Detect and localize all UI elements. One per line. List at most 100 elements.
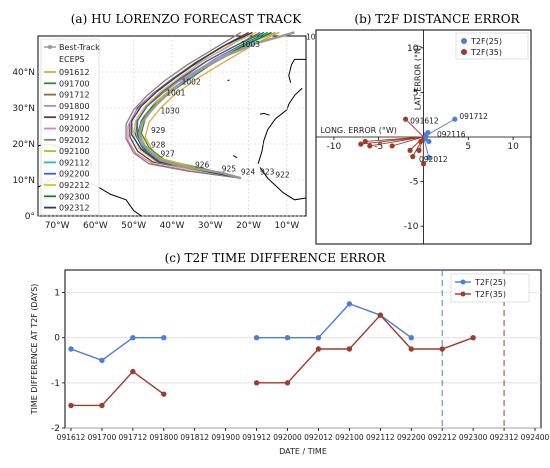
series-point-0-0 <box>68 346 74 352</box>
best-track-label-6: 924 <box>241 168 256 177</box>
line-legend-box <box>450 273 530 303</box>
error-point-1-5 <box>407 147 413 153</box>
scatter-legend-marker-0 <box>461 38 467 44</box>
map-x-tick-5: 20°W <box>236 221 261 231</box>
best-track-label-7: 923 <box>260 168 275 177</box>
coastline-8 <box>233 155 238 159</box>
series-point-0-2 <box>130 335 136 341</box>
best-track-label-0: 1030 <box>161 106 180 115</box>
error-point-0-0 <box>452 116 458 122</box>
line-x-tick-0: 091612 <box>57 433 86 442</box>
series-point-1-8 <box>315 346 322 352</box>
panel-a-map: 70°W 60°W 50°W 40°W 30°W 20°W 10°W 0° 10°N 20°N 30… <box>12 31 325 231</box>
best-track-label-11: 1003 <box>241 40 260 49</box>
scatter-y-tick-3: 10 <box>407 44 419 54</box>
error-point-1-0 <box>402 116 409 122</box>
line-x-tick-11: 092200 <box>397 433 426 442</box>
best-track-line <box>138 31 295 180</box>
series-point-1-9 <box>346 346 353 352</box>
error-point-1-9 <box>418 138 424 145</box>
error-point-1-8 <box>420 161 427 167</box>
track-092012 <box>125 31 242 179</box>
line-legend: T2F(25) T2F(35) <box>450 273 530 303</box>
line-y-tick-1: -1 <box>51 379 60 389</box>
line-legend-marker-0 <box>460 279 466 285</box>
track-092312 <box>131 31 253 179</box>
panel-b-title: (b) T2F DISTANCE ERROR <box>354 12 520 26</box>
best-track-label-10: 1001 <box>166 88 185 97</box>
track-092000 <box>127 31 253 179</box>
scatter-legend-box <box>455 32 529 60</box>
series-point-1-2 <box>130 368 136 375</box>
map-y-tick-4: 40°N <box>12 68 35 78</box>
scatter-y-tick-1: -5 <box>410 178 419 188</box>
series-point-1-1 <box>99 402 105 409</box>
scatter-x-tick-1: -5 <box>374 142 383 152</box>
series-point-0-8 <box>315 335 322 341</box>
line-x-tick-4: 091812 <box>180 433 209 442</box>
series-point-1-0 <box>68 402 74 409</box>
error-vector-1-2 <box>360 136 424 145</box>
legend-label-ensemble: ECEPS <box>59 55 85 64</box>
scatter-x-tick-3: 10 <box>507 142 519 152</box>
line-y-label: TIME DIFFERENCE AT T2F (DAYS) <box>30 284 39 416</box>
error-point-0-2 <box>422 136 428 142</box>
line-y-tick-0: -2 <box>51 424 60 434</box>
series-point-1-7 <box>284 380 291 386</box>
error-vector-1-0 <box>405 118 424 138</box>
line-x-tick-14: 092312 <box>490 433 519 442</box>
series-line-1-0 <box>71 370 165 407</box>
legend-label-091712: 091712 <box>59 91 90 100</box>
series-point-0-6 <box>253 335 260 341</box>
series-point-0-9 <box>346 301 353 307</box>
legend-label-092100: 092100 <box>59 147 90 156</box>
legend-label-092012: 092012 <box>59 136 90 145</box>
map-x-tick-2: 50°W <box>121 221 146 231</box>
error-point-1-4 <box>389 143 395 149</box>
map-y-tick-1: 10°N <box>12 176 35 186</box>
error-point-0-5 <box>423 131 429 137</box>
map-y-tick-3: 30°N <box>12 104 35 114</box>
scatter-point-label-1: 091612 <box>410 117 439 126</box>
coastline-6 <box>259 112 270 116</box>
series-point-0-7 <box>284 335 291 341</box>
scatter-legend: T2F(25) T2F(35) <box>455 32 529 60</box>
panel-a-title: (a) HU LORENZO FORECAST TRACK <box>71 12 303 26</box>
panel-c-title: (c) T2F TIME DIFFERENCE ERROR <box>165 251 387 265</box>
scatter-legend-label-1: T2F(35) <box>470 48 502 57</box>
map-x-tick-1: 60°W <box>83 221 108 231</box>
map-x-tick-0: 70°W <box>45 221 70 231</box>
series-point-0-3 <box>161 335 167 341</box>
line-x-tick-7: 092000 <box>273 433 302 442</box>
line-x-label: DATE / TIME <box>279 447 327 456</box>
best-track-label-9: 1002 <box>182 78 201 87</box>
line-x-tick-5: 091900 <box>211 433 240 442</box>
line-legend-label-0: T2F(25) <box>474 278 506 287</box>
error-point-1-1 <box>362 138 368 145</box>
line-x-tick-2: 091712 <box>119 433 148 442</box>
scatter-y-tick-2: 5 <box>413 88 419 98</box>
legend-label-092200: 092200 <box>59 170 90 179</box>
series-point-0-11 <box>408 335 414 341</box>
scatter-x-label: LONG. ERROR (°W) <box>320 126 396 135</box>
error-point-1-6 <box>416 147 422 153</box>
map-legend: Best-Track ECEPS 091612 091700 091712 091800 0… <box>40 38 100 216</box>
best-track-label-1: 929 <box>151 126 166 135</box>
series-point-1-12 <box>439 346 445 352</box>
legend-label-091912: 091912 <box>59 113 90 122</box>
legend-marker-best-track <box>48 45 52 49</box>
best-track-label-4: 926 <box>195 160 210 169</box>
coastline-7 <box>227 79 230 82</box>
scatter-point-label-0: 091712 <box>459 112 488 121</box>
best-track-label-8: 922 <box>275 170 290 179</box>
coastline-3 <box>257 87 303 164</box>
coastline-4 <box>259 167 307 201</box>
error-point-1-2 <box>358 141 364 147</box>
line-x-tick-15: 092400 <box>521 433 550 442</box>
series-point-1-6 <box>253 380 260 386</box>
series-line-1-1 <box>256 314 474 384</box>
error-vector-1-4 <box>392 136 424 147</box>
legend-label-092312: 092312 <box>59 204 90 213</box>
map-x-tick-4: 30°W <box>198 221 223 231</box>
